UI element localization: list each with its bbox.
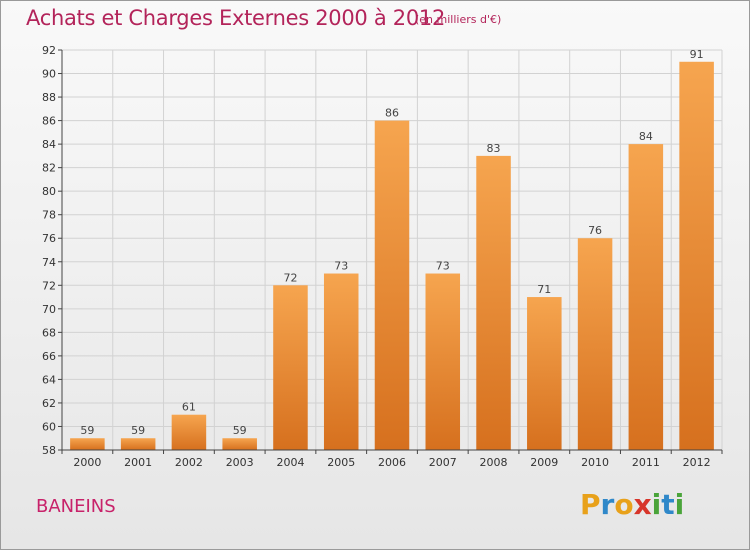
y-tick-label: 68	[42, 326, 56, 339]
logo-letter: P	[580, 488, 601, 521]
chart-subtitle: (en milliers d'€)	[415, 13, 502, 26]
x-tick-label: 2008	[480, 456, 508, 469]
x-tick-label: 2010	[581, 456, 609, 469]
bar-value-label: 84	[639, 130, 653, 143]
logo-letter: o	[614, 488, 634, 521]
logo-letter: i	[674, 488, 685, 521]
y-tick-label: 72	[42, 279, 56, 292]
bar	[273, 285, 308, 450]
x-tick-label: 2009	[530, 456, 558, 469]
x-tick-label: 2007	[429, 456, 457, 469]
logo-letter: i	[651, 488, 662, 521]
y-tick-label: 82	[42, 162, 56, 175]
y-tick-label: 92	[42, 44, 56, 57]
bars: 59 59 61 59 72 73 86 73 83 71 76 84 91	[70, 48, 714, 451]
logo-letter: x	[633, 488, 652, 521]
y-tick-label: 64	[42, 373, 56, 386]
chart-title: Achats et Charges Externes 2000 à 2012	[26, 6, 446, 30]
y-tick-label: 78	[42, 209, 56, 222]
bar	[425, 273, 461, 450]
y-tick-label: 74	[42, 256, 56, 269]
x-tick-label: 2011	[632, 456, 660, 469]
x-tick-label: 2001	[124, 456, 152, 469]
bar-value-label: 73	[334, 260, 348, 273]
bar-value-label: 71	[537, 283, 551, 296]
y-tick-label: 62	[42, 397, 56, 410]
logo-letter: t	[661, 488, 675, 521]
y-tick-label: 76	[42, 232, 56, 245]
y-tick-label: 86	[42, 115, 56, 128]
y-tick-label: 84	[42, 138, 56, 151]
bar	[527, 297, 562, 450]
y-tick-label: 58	[42, 444, 56, 457]
bar	[679, 61, 714, 450]
x-tick-label: 2005	[327, 456, 355, 469]
x-tick-label: 2000	[73, 456, 101, 469]
y-tick-label: 60	[42, 420, 56, 433]
bar	[120, 438, 156, 450]
bar-value-label: 72	[283, 271, 297, 284]
bar-value-label: 91	[690, 48, 704, 61]
bar	[476, 155, 511, 450]
commune-name: BANEINS	[36, 496, 116, 517]
axes: 58 60 62 64 66 68 70 72 74 76 78 80 82 84 86 88 90 92 2000…	[42, 44, 723, 469]
y-tick-label: 88	[42, 91, 56, 104]
y-tick-label: 66	[42, 350, 56, 363]
bar-value-label: 83	[487, 142, 501, 155]
bar-value-label: 73	[436, 260, 450, 273]
bar-value-label: 76	[588, 224, 602, 237]
bar-value-label: 59	[80, 424, 94, 437]
bar-value-label: 86	[385, 107, 399, 120]
bar	[628, 144, 664, 450]
y-tick-label: 90	[42, 68, 56, 81]
y-tick-label: 80	[42, 185, 56, 198]
proxiti-logo: Proxiti	[580, 488, 684, 521]
bar	[222, 438, 257, 450]
bar-value-label: 59	[233, 424, 247, 437]
bar	[70, 438, 105, 450]
bar-value-label: 59	[131, 424, 145, 437]
bar	[374, 120, 410, 451]
x-tick-label: 2002	[175, 456, 203, 469]
bar-value-label: 61	[182, 401, 196, 414]
x-tick-label: 2003	[226, 456, 254, 469]
x-tick-label: 2006	[378, 456, 406, 469]
bar	[323, 273, 359, 450]
bar	[171, 414, 207, 450]
x-tick-label: 2012	[683, 456, 711, 469]
x-tick-label: 2004	[276, 456, 304, 469]
logo-letter: r	[600, 488, 615, 521]
y-tick-label: 70	[42, 303, 56, 316]
bar	[577, 238, 613, 450]
